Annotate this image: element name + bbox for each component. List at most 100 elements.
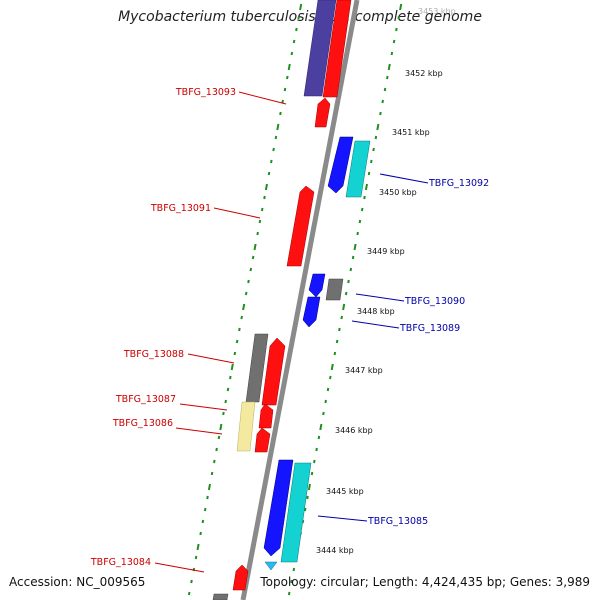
tick-mark [199, 531, 202, 536]
tick-mark [222, 411, 225, 416]
tick-mark [244, 291, 248, 296]
gene-label-tbfg-13091[interactable]: TBFG_13091 [150, 203, 211, 214]
gene-label-tbfg-13086[interactable]: TBFG_13086 [112, 418, 173, 429]
tick-mark [270, 159, 273, 164]
gene-label-tbfg-13090[interactable]: TBFG_13090 [404, 296, 465, 307]
tick-mark [347, 279, 350, 284]
tick-mark [203, 507, 207, 512]
gene-label-tbfg-13087[interactable]: TBFG_13087 [115, 394, 176, 405]
tick-mark [267, 171, 271, 176]
tick-mark [264, 183, 268, 191]
gene-red-top[interactable] [322, 0, 352, 98]
gene-blue-13085[interactable] [263, 459, 294, 557]
gene-cyan-13092[interactable] [345, 140, 371, 198]
gene-labels-right: TBFG_13092 TBFG_13090 TBFG_13089 TBFG_13… [367, 178, 489, 527]
tick-mark [367, 171, 371, 176]
gene-tbfg-13086[interactable] [254, 427, 271, 453]
genome-backbone [240, 0, 360, 600]
gene-labels-left: TBFG_13093 TBFG_13091 TBFG_13088 TBFG_13… [90, 87, 236, 568]
tick-mark [240, 315, 243, 320]
scale-label-3451: 3451 kbp [392, 128, 430, 137]
gene-label-tbfg-13088[interactable]: TBFG_13088 [123, 349, 184, 360]
gene-tbfg-13087[interactable] [258, 403, 274, 429]
tick-mark [281, 99, 284, 104]
tick-mark [290, 579, 293, 584]
tick-mark [297, 15, 300, 20]
scale-label-3450: 3450 kbp [379, 188, 417, 197]
gene-cyan-13085[interactable] [280, 462, 312, 563]
tick-mark [303, 507, 307, 512]
tick-mark [201, 519, 205, 524]
tick-mark [344, 291, 348, 296]
tick-mark [292, 39, 296, 44]
gene-label-tbfg-13093[interactable]: TBFG_13093 [175, 87, 236, 98]
tick-mark [224, 399, 227, 404]
tick-mark [358, 219, 362, 224]
tick-mark [213, 459, 216, 464]
tick-mark [310, 471, 314, 476]
scale-label-3448: 3448 kbp [357, 307, 395, 316]
tick-mark [340, 315, 343, 320]
gene-purple-top[interactable] [303, 0, 337, 97]
tick-mark [330, 363, 334, 371]
gene-tbfg-13091[interactable] [286, 185, 315, 267]
gene-blue-13092[interactable] [327, 136, 354, 194]
page-title: Mycobacterium tuberculosis F11, complete… [118, 9, 482, 25]
scale-label-3446: 3446 kbp [335, 426, 373, 435]
leader-lines [154, 91, 429, 573]
tick-mark [253, 243, 257, 251]
tick-mark [317, 435, 321, 440]
tick-mark [324, 399, 327, 404]
tick-mark [299, 3, 303, 11]
tick-mark [258, 219, 262, 224]
tick-mark [290, 51, 294, 56]
scale-label-3444: 3444 kbp [316, 546, 354, 555]
tick-mark [219, 423, 223, 431]
tick-mark [329, 375, 332, 380]
gene-tbfg-13093[interactable] [314, 97, 331, 128]
tick-mark [249, 267, 253, 272]
tick-mark [217, 435, 221, 440]
tick-mark [363, 195, 366, 200]
gene-cyan-small[interactable] [264, 561, 278, 571]
tick-mark [279, 111, 282, 116]
tick-mark [392, 39, 396, 44]
tick-mark [283, 87, 287, 92]
tick-mark [315, 447, 318, 452]
scale-label-3449: 3449 kbp [367, 247, 405, 256]
tick-mark [372, 147, 375, 152]
tick-mark [292, 567, 296, 572]
gene-label-tbfg-13089[interactable]: TBFG_13089 [399, 323, 460, 334]
genome-summary-text: Topology: circular; Length: 4,424,435 bp… [260, 575, 590, 589]
tick-mark [356, 231, 359, 236]
gene-khaki-13086[interactable] [236, 401, 256, 452]
tick-mark [374, 135, 378, 140]
gene-gray-bottom[interactable] [212, 593, 229, 600]
tick-mark [230, 363, 234, 371]
tick-mark [287, 63, 291, 71]
gene-tbfg-13088[interactable] [261, 337, 286, 406]
tick-mark [260, 207, 264, 212]
gene-tbfg-13084[interactable] [232, 564, 249, 591]
tick-mark [322, 411, 325, 416]
gene-label-tbfg-13092[interactable]: TBFG_13092 [428, 178, 489, 189]
gene-label-tbfg-13085[interactable]: TBFG_13085 [367, 516, 428, 527]
tick-mark [276, 123, 280, 131]
tick-mark [194, 555, 198, 560]
tick-mark [399, 3, 403, 11]
gene-gray-13090[interactable] [325, 278, 344, 301]
tick-mark [326, 387, 330, 392]
scale-labels: 3453 kbp 3452 kbp 3451 kbp 3450 kbp 3449… [316, 7, 456, 555]
gene-blue-13089[interactable] [302, 296, 321, 328]
tick-mark [376, 123, 380, 131]
tick-mark [215, 447, 218, 452]
gene-gray-13088[interactable] [245, 333, 269, 403]
gene-blue-13090[interactable] [308, 273, 326, 298]
scale-label-3452: 3452 kbp [405, 69, 443, 78]
gene-label-tbfg-13084[interactable]: TBFG_13084 [90, 557, 151, 568]
tick-mark [242, 303, 246, 311]
tick-mark [235, 339, 239, 344]
tick-mark [263, 195, 266, 200]
